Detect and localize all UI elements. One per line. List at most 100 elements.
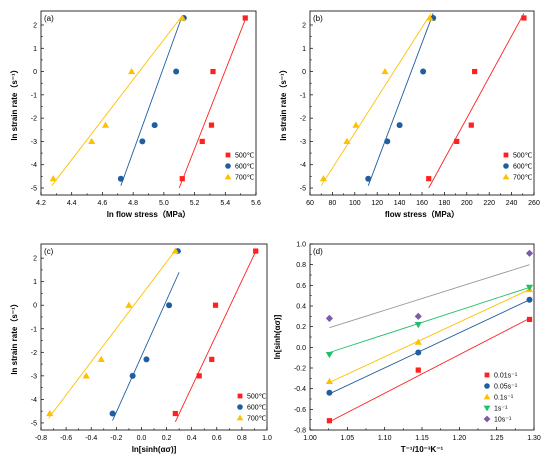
x-tick-label: 0.0 <box>137 435 147 442</box>
legend-label: 600℃ <box>247 405 267 412</box>
y-tick-label: -0.4 <box>294 386 306 393</box>
x-tick-label: -0.6 <box>60 435 72 442</box>
y-tick-label: 0 <box>33 69 37 76</box>
fit-line <box>51 15 183 186</box>
data-point <box>352 121 360 128</box>
legend-label: 10s⁻¹ <box>494 417 512 424</box>
legend: 500℃ 600℃ 700℃ <box>236 393 267 423</box>
data-point <box>414 338 422 345</box>
x-tick-label: 5.2 <box>190 200 200 207</box>
y-tick-label: 1 <box>33 46 37 53</box>
data-point <box>128 67 136 75</box>
y-axis-label: ln strain rate（s⁻¹） <box>9 299 19 374</box>
legend-marker <box>502 173 510 180</box>
legend-marker <box>483 415 491 423</box>
x-tick-label: 60 <box>306 200 314 207</box>
x-tick-label: 4.4 <box>67 200 77 207</box>
legend-label: 0.1s⁻¹ <box>494 395 514 402</box>
y-tick-label: -2 <box>31 116 37 123</box>
x-tick-label: 1.10 <box>378 435 392 442</box>
legend: 0.01s⁻¹ 0.05s⁻¹ 0.1s⁻¹ 1s⁻¹ 10s⁻¹ <box>483 372 518 424</box>
data-point <box>143 356 150 363</box>
panel-label: (c) <box>44 247 54 256</box>
data-point <box>426 176 432 182</box>
data-point <box>97 355 105 362</box>
x-tick-label: -0.4 <box>85 435 97 442</box>
y-tick-label: -5 <box>31 420 37 427</box>
data-point <box>199 138 205 145</box>
chart-panel-2: 60 80 100 120 140 160 180 200 220 240 260-5-4-3-2-… <box>278 10 540 219</box>
x-tick-label: 120 <box>371 200 383 207</box>
x-tick-label: 1.0 <box>262 435 272 442</box>
data-point <box>525 249 534 257</box>
x-tick-label: 5.4 <box>220 200 230 207</box>
y-tick-label: 2 <box>33 22 37 29</box>
x-axis-label: flow stress（MPa） <box>385 209 459 219</box>
data-point <box>166 302 173 309</box>
data-point <box>525 284 534 291</box>
data-point <box>414 312 422 320</box>
x-axis-label: ln[sinh(ασ)] <box>132 445 177 454</box>
legend-label: 500℃ <box>513 153 533 160</box>
x-tick-label: 220 <box>483 200 495 207</box>
y-tick-label: 2 <box>302 22 306 29</box>
y-tick-label: 0.4 <box>296 304 306 311</box>
data-point <box>82 372 90 379</box>
x-axis-label: T⁻¹/10⁻³K⁻¹ <box>401 445 444 454</box>
x-tick-label: 160 <box>416 200 428 207</box>
data-point <box>384 138 391 145</box>
plot-frame <box>40 10 257 196</box>
fit-line <box>48 248 177 419</box>
y-tick-label: -2 <box>31 350 37 357</box>
data-point <box>172 410 178 417</box>
x-tick-label: 5.0 <box>159 200 169 207</box>
legend-label: 1s⁻¹ <box>494 406 508 413</box>
legend-marker <box>237 404 243 410</box>
legend-label: 600℃ <box>513 164 533 171</box>
legend-marker <box>484 383 490 389</box>
y-tick-label: 1 <box>302 46 306 53</box>
y-tick-label: -5 <box>300 186 306 193</box>
legend-marker <box>503 163 509 169</box>
data-point <box>253 248 259 254</box>
fit-line <box>329 289 530 383</box>
data-point <box>129 372 136 379</box>
y-tick-label: -1 <box>300 92 306 99</box>
data-point <box>420 68 427 75</box>
data-point <box>325 351 334 359</box>
data-point <box>46 409 54 417</box>
legend-marker <box>225 152 231 158</box>
y-tick-label: -3 <box>300 139 306 146</box>
y-tick-label: -4 <box>31 397 37 404</box>
data-point <box>415 367 421 373</box>
x-tick-label: 260 <box>528 200 540 207</box>
x-tick-label: 4.8 <box>128 200 138 207</box>
data-point <box>125 301 133 308</box>
y-tick-label: 0 <box>33 303 37 310</box>
y-tick-label: -5 <box>31 186 37 193</box>
fit-line <box>329 318 530 423</box>
chart-panel-3: -0.8 -0.6 -0.4 -0.2 0.0 0.2 0.4 0.6 0.8 1.0 -5 -4 -3… <box>9 243 272 454</box>
legend-marker <box>224 173 232 180</box>
x-axis-label: ln flow stress（MPa） <box>107 209 191 219</box>
x-tick-label: 4.6 <box>98 200 108 207</box>
fit-line <box>178 15 248 189</box>
data-point <box>325 377 334 385</box>
legend: 500℃ 600℃ 700℃ <box>502 152 533 182</box>
y-tick-label: -1 <box>31 92 37 99</box>
fit-line <box>329 286 530 353</box>
plot-frame <box>309 10 535 196</box>
fit-line <box>120 15 183 186</box>
legend-label: 700℃ <box>235 175 255 182</box>
fit-line <box>428 13 525 189</box>
y-tick-label: -0.8 <box>294 428 306 435</box>
data-point <box>365 175 372 182</box>
legend-label: 500℃ <box>247 394 267 401</box>
data-point <box>319 175 328 182</box>
data-point <box>151 122 158 129</box>
data-point <box>117 175 124 182</box>
data-point <box>454 138 460 145</box>
data-point <box>210 68 216 75</box>
x-tick-label: 100 <box>349 200 361 207</box>
x-tick-label: 1.15 <box>415 435 429 442</box>
